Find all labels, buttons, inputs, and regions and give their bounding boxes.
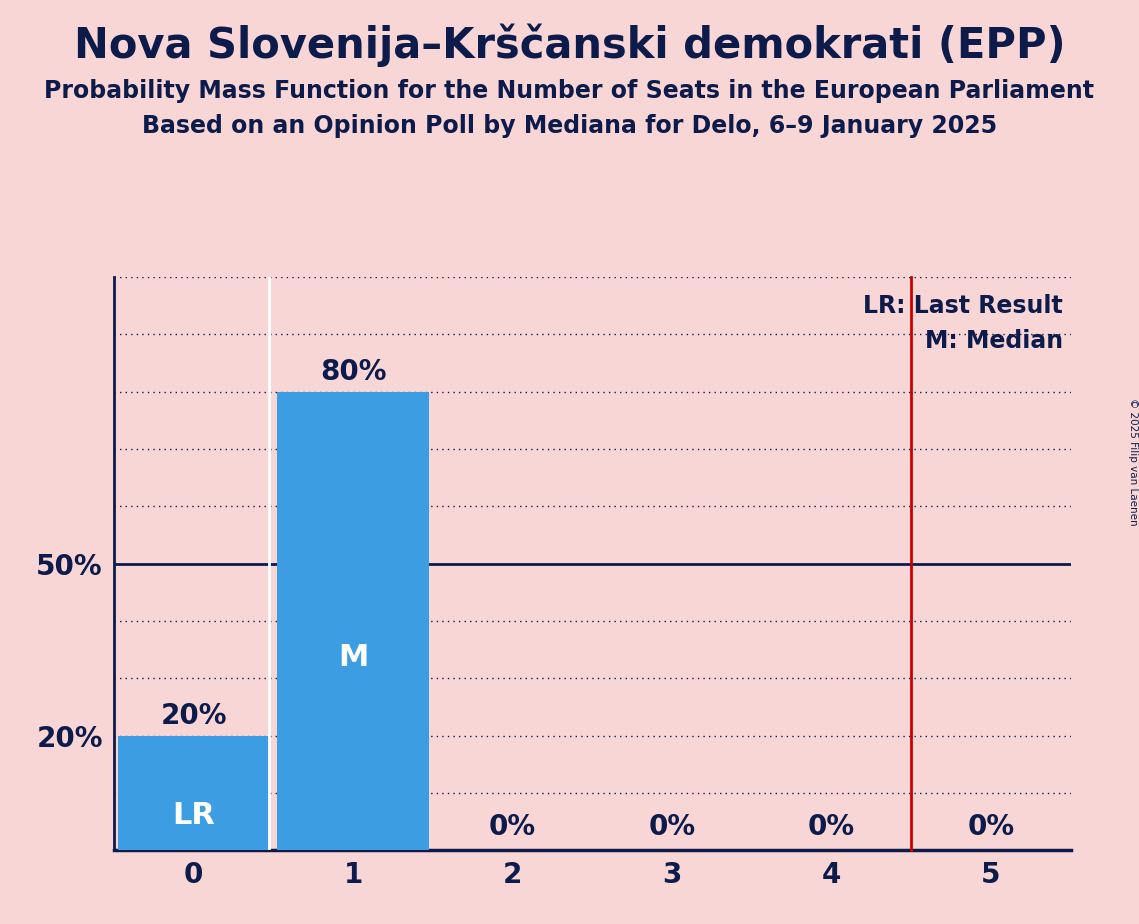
- Text: 20%: 20%: [161, 701, 227, 730]
- Text: LR: LR: [172, 801, 215, 830]
- Text: M: M: [338, 643, 368, 672]
- Text: Nova Slovenija–Krščanski demokrati (EPP): Nova Slovenija–Krščanski demokrati (EPP): [74, 23, 1065, 67]
- Text: Probability Mass Function for the Number of Seats in the European Parliament: Probability Mass Function for the Number…: [44, 79, 1095, 103]
- Text: © 2025 Filip van Laenen: © 2025 Filip van Laenen: [1129, 398, 1138, 526]
- Text: 0%: 0%: [648, 813, 696, 842]
- Text: 0%: 0%: [808, 813, 855, 842]
- Text: 80%: 80%: [320, 358, 386, 386]
- Text: Based on an Opinion Poll by Mediana for Delo, 6–9 January 2025: Based on an Opinion Poll by Mediana for …: [142, 114, 997, 138]
- Text: LR: Last Result: LR: Last Result: [863, 295, 1063, 319]
- Bar: [118, 736, 269, 850]
- Text: 0%: 0%: [967, 813, 1015, 842]
- Text: M: Median: M: Median: [925, 329, 1063, 353]
- Bar: [278, 392, 428, 850]
- Text: 0%: 0%: [489, 813, 536, 842]
